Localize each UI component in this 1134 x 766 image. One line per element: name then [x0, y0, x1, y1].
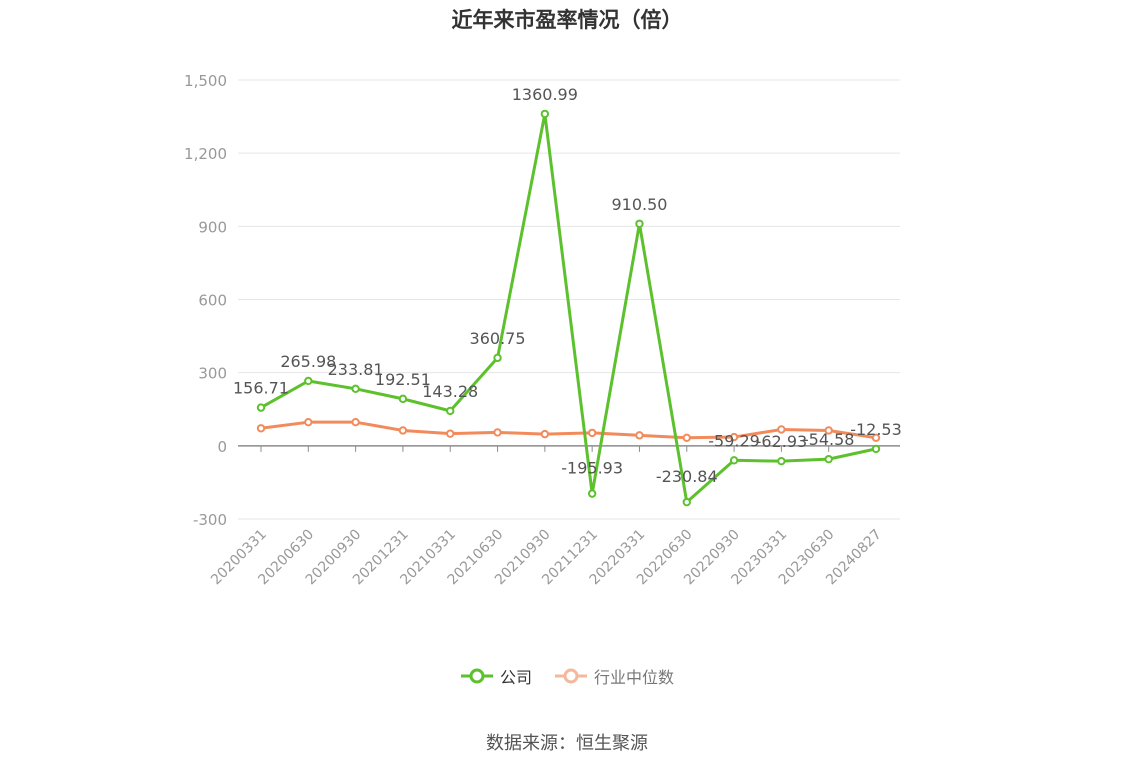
x-axis: 2020033120200630202009302020123120210331… — [208, 445, 900, 588]
company-point — [729, 456, 739, 465]
legend-item-company[interactable]: 公司 — [460, 664, 532, 688]
company-data-label: 192.51 — [375, 370, 431, 389]
company-point — [871, 444, 881, 454]
industry-median-point — [587, 428, 597, 438]
company-point — [635, 219, 644, 228]
industry-median-point — [493, 428, 502, 437]
legend: 公司 行业中位数 — [0, 664, 1134, 688]
legend-item-industry-median[interactable]: 行业中位数 — [554, 664, 674, 688]
company-point — [777, 456, 786, 466]
y-tick-label: 1,500 — [184, 72, 227, 90]
company-point — [256, 403, 266, 412]
industry-median-line — [260, 420, 877, 440]
company-data-label: 360.75 — [470, 329, 526, 348]
industry-median-point — [540, 429, 550, 439]
company-data-label: -59.29 — [708, 431, 760, 450]
company-data-label: 156.71 — [233, 379, 289, 398]
company-point — [587, 489, 597, 498]
y-tick-label: 300 — [198, 365, 227, 383]
series-group — [256, 109, 881, 507]
company-point — [493, 353, 502, 363]
company-data-label: -230.84 — [656, 467, 718, 486]
company-data-label: 1360.99 — [512, 85, 578, 104]
company-point — [540, 109, 550, 119]
legend-company-marker-icon — [460, 668, 493, 684]
industry-median-point — [304, 417, 313, 427]
company-data-label: -195.93 — [561, 459, 623, 478]
y-tick-label: 0 — [217, 438, 227, 456]
line-chart: 1,500 1,200 900 600 300 0 -300 202003312020063… — [184, 72, 902, 588]
company-data-label: 233.81 — [328, 360, 384, 379]
y-tick-label: 1,200 — [184, 145, 227, 163]
industry-median-point — [682, 433, 691, 442]
company-point — [682, 497, 691, 507]
company-line — [260, 112, 877, 504]
company-point — [398, 394, 408, 404]
y-tick-label: 600 — [198, 292, 227, 310]
industry-median-point — [256, 424, 266, 433]
y-axis-ticks: 1,500 1,200 900 600 300 0 -300 — [184, 72, 227, 529]
industry-median-point — [398, 426, 408, 435]
company-data-label: 265.98 — [280, 352, 336, 371]
company-point — [824, 454, 833, 464]
industry-median-point — [351, 417, 360, 427]
company-data-label: -12.53 — [850, 420, 902, 439]
industry-median-point — [635, 431, 644, 440]
data-source: 数据来源：恒生聚源 — [486, 733, 648, 754]
industry-median-point — [824, 426, 833, 435]
industry-median-point — [777, 425, 786, 434]
industry-median-point — [446, 429, 455, 438]
company-point — [446, 406, 455, 416]
industry-median-point — [871, 433, 881, 442]
company-data-label: -54.58 — [803, 430, 855, 449]
legend-industry-label: 行业中位数 — [594, 668, 675, 687]
industry-median-point — [729, 432, 739, 442]
legend-industry-marker-icon — [555, 668, 587, 684]
y-tick-label: 900 — [198, 218, 227, 236]
company-point — [351, 384, 360, 394]
company-data-label: -62.93 — [756, 432, 808, 451]
company-data-label: 910.50 — [611, 195, 667, 214]
legend-company-label: 公司 — [499, 668, 532, 687]
y-tick-label: -300 — [193, 511, 227, 529]
company-point — [304, 376, 313, 386]
company-data-label: 143.28 — [422, 382, 478, 401]
chart-title: 近年来市盈率情况（倍） — [451, 8, 683, 32]
